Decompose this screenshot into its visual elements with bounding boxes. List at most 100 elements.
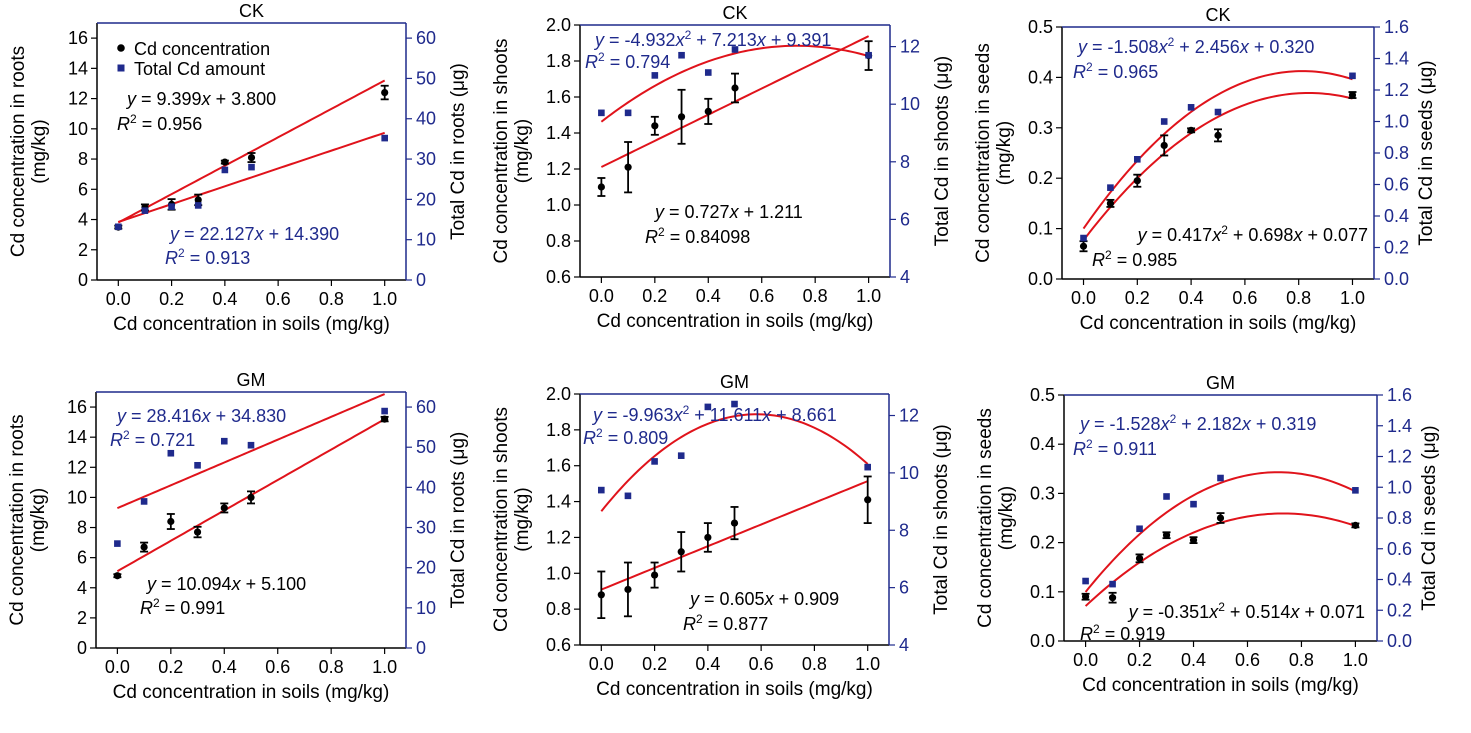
eq-superscript: 2 (1218, 600, 1225, 614)
total-amount-point (704, 69, 712, 76)
fit-line-left (1084, 512, 1356, 607)
y-left-axis-unit: (mg/kg) (994, 121, 1015, 185)
panel-1: CK 0.0 0.2 0.4 0.6 0.8 1.0 Cd concentration in … (8, 1, 469, 335)
r2-value: = 0.84098 (665, 227, 751, 247)
eq-variable: y (168, 224, 180, 244)
r2-superscript: 2 (1086, 60, 1093, 74)
total-amount-point (114, 540, 121, 547)
x-tick-label: 0.6 (266, 289, 291, 309)
y-left-tick-label: 0.4 (1030, 434, 1055, 454)
eq-variable: y (115, 406, 127, 426)
eq-text: = 22.127 (179, 224, 255, 244)
total-amount-point (704, 403, 712, 411)
concentration-point (704, 107, 712, 115)
total-amount-point (624, 109, 632, 117)
x-axis-title: Cd concentration in soils (mg/kg) (113, 314, 390, 335)
concentration-point (194, 196, 202, 204)
y-left-tick-label: 0.3 (1030, 483, 1055, 503)
r2-symbol: R (1092, 250, 1105, 270)
concentration-point (1108, 594, 1117, 602)
eq-variable: x (201, 406, 212, 426)
total-amount-point (140, 498, 148, 505)
eq-text: + 7.213 (691, 30, 757, 50)
eq-variable: x (1158, 37, 1169, 57)
x-tick-label: 1.0 (1343, 650, 1368, 670)
fit-line-right (117, 131, 386, 223)
total-amount-point (1134, 156, 1141, 163)
eq-variable: x (756, 30, 767, 50)
total-amount-point (247, 441, 255, 449)
y-left-tick-label: 1.8 (546, 51, 571, 71)
x-tick-label: 0.4 (1181, 650, 1206, 670)
fit-equation-right: y = -9.963x2 + 11.611x + 8.661 (591, 403, 837, 425)
fit-r2-right: R2 = 0.721 (110, 428, 195, 450)
panel-2: CK 0.0 0.2 0.4 0.6 0.8 1.0 Cd concentration in … (491, 3, 953, 332)
r2-value: = 0.877 (703, 614, 769, 634)
eq-text: = -0.351 (1138, 602, 1210, 622)
total-amount-point (194, 461, 201, 469)
concentration-point (1348, 91, 1357, 99)
concentration-point (597, 591, 605, 599)
y-right-tick-label: 40 (416, 109, 436, 129)
y-left-tick-label: 14 (68, 58, 88, 78)
total-amount-point (598, 109, 605, 117)
y-right-tick-label: 1.2 (1384, 80, 1409, 100)
panel-title: GM (720, 372, 749, 392)
x-tick-label: 1.0 (372, 289, 397, 309)
concentration-point (624, 163, 632, 171)
concentration-point (381, 415, 389, 423)
eq-text: = 10.094 (156, 574, 232, 594)
concentration-point (1135, 554, 1144, 562)
eq-text: + 11.611 (689, 405, 762, 425)
y-right-tick-label: 1.6 (1387, 385, 1412, 405)
y-left-axis-title: Cd concentration in roots (8, 46, 29, 257)
eq-variable: x (1208, 602, 1219, 622)
y-left-axis-unit: (mg/kg) (512, 119, 533, 183)
panel-title: CK (239, 1, 264, 21)
y-right-tick-label: 10 (416, 598, 436, 618)
y-left-tick-label: 1.8 (546, 420, 571, 440)
panel-title: CK (722, 3, 747, 23)
x-tick-label: 0.2 (642, 654, 667, 674)
eq-text: = 0.727 (664, 202, 730, 222)
y-left-axis-unit: (mg/kg) (28, 488, 49, 552)
total-amount-point (731, 400, 738, 408)
y-left-axis-title: Cd concentration in seeds (973, 43, 994, 263)
y-right-tick-label: 12 (899, 406, 919, 426)
y-right-tick-label: 0.4 (1384, 206, 1409, 226)
legend-total-label: Total Cd amount (134, 59, 265, 79)
y-left-axis-title: Cd concentration in seeds (975, 408, 996, 628)
r2-value: = 0.991 (160, 598, 226, 618)
eq-text: + 9.391 (766, 30, 832, 50)
fit-equation-right: y = -1.508x2 + 2.456x + 0.320 (1076, 35, 1314, 57)
total-amount-point (381, 134, 388, 142)
y-left-tick-label: 0.6 (546, 635, 571, 655)
total-amount-point (115, 223, 122, 231)
concentration-point (1133, 177, 1141, 185)
eq-text: = -1.528 (1089, 414, 1161, 434)
y-left-tick-label: 0 (78, 270, 88, 290)
eq-variable: x (761, 405, 772, 425)
eq-text: = 9.399 (136, 89, 202, 109)
y-right-tick-label: 4 (899, 635, 909, 655)
total-amount-point (167, 449, 175, 457)
r2-value: = 0.721 (130, 430, 196, 450)
total-amount-point (248, 163, 255, 171)
y-left-tick-label: 0.5 (1028, 17, 1053, 37)
fit-line-right (600, 44, 869, 123)
r2-value: = 0.965 (1093, 62, 1159, 82)
x-tick-label: 0.8 (319, 657, 344, 677)
eq-variable: y (125, 89, 137, 109)
concentration-point (1160, 141, 1168, 150)
y-left-axis-unit: (mg/kg) (512, 487, 533, 551)
eq-variable: x (1211, 225, 1222, 245)
fit-equation-left: y = 0.727x + 1.211 (653, 202, 803, 222)
y-right-tick-label: 1.0 (1384, 112, 1409, 132)
y-right-tick-label: 10 (416, 230, 436, 250)
y-right-tick-label: 30 (416, 149, 436, 169)
y-right-tick-label: 1.0 (1387, 477, 1412, 497)
total-amount-point (651, 72, 659, 79)
total-amount-point (1160, 118, 1168, 125)
x-tick-label: 0.0 (105, 657, 130, 677)
eq-text: = 0.417 (1147, 225, 1213, 245)
